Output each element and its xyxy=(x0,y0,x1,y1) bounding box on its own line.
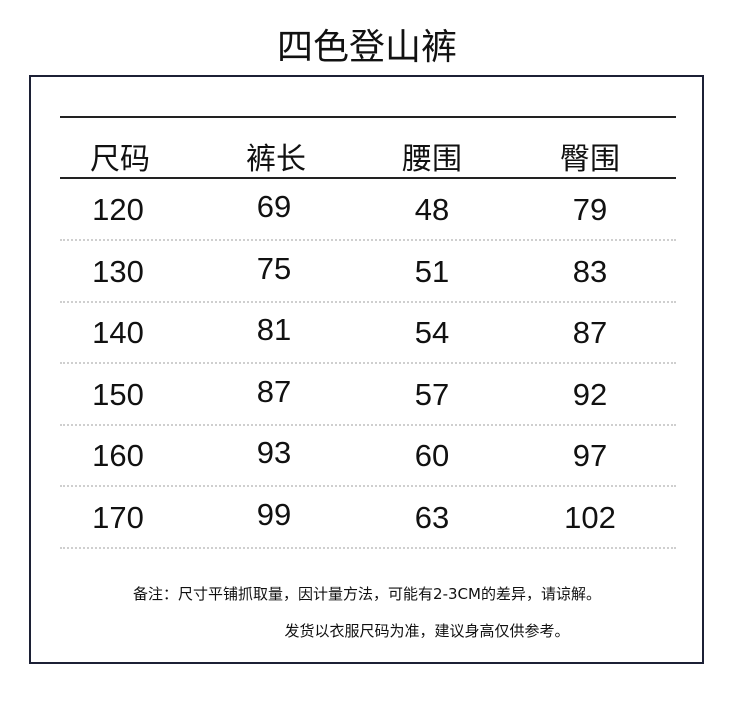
header-top-rule xyxy=(60,116,676,118)
table-row: 130 75 51 83 xyxy=(0,250,734,314)
table-header: 尺码 裤长 腰围 臀围 xyxy=(0,134,734,194)
header-waist: 腰围 xyxy=(402,142,462,177)
table-row: 140 81 54 87 xyxy=(0,312,734,375)
cell-hip: 87 xyxy=(572,315,608,350)
cell-size: 170 xyxy=(92,499,144,535)
cell-length: 99 xyxy=(256,496,292,532)
cell-hip: 97 xyxy=(572,438,608,473)
cell-waist: 54 xyxy=(414,315,450,350)
cell-length: 93 xyxy=(256,435,292,470)
header-bottom-rule xyxy=(60,177,676,179)
cell-size: 140 xyxy=(92,315,144,350)
cell-hip: 83 xyxy=(572,253,608,289)
row-divider xyxy=(60,485,676,487)
cell-hip: 102 xyxy=(564,499,616,535)
row-divider xyxy=(60,239,676,241)
page-title: 四色登山裤 xyxy=(276,27,457,68)
cell-size: 160 xyxy=(92,438,144,473)
header-size: 尺码 xyxy=(90,142,150,177)
cell-waist: 63 xyxy=(414,499,450,535)
cell-length: 81 xyxy=(256,312,292,347)
header-hip: 臀围 xyxy=(560,142,620,177)
table-row: 160 93 60 97 xyxy=(0,435,734,498)
note-line-1: 备注：尺寸平铺抓取量，因计量方法，可能有2-3CM的差异，请谅解。 xyxy=(133,585,601,603)
cell-waist: 48 xyxy=(414,192,450,227)
table-row: 120 69 48 79 xyxy=(0,189,734,252)
note-line-2: 发货以衣服尺码为准，建议身高仅供参考。 xyxy=(284,622,570,640)
row-divider xyxy=(60,300,676,303)
table-row: 150 87 57 92 xyxy=(0,373,734,437)
cell-size: 120 xyxy=(92,192,144,227)
row-divider xyxy=(60,546,676,549)
size-chart-frame xyxy=(29,75,704,664)
cell-length: 87 xyxy=(256,373,292,409)
cell-length: 75 xyxy=(256,250,292,286)
cell-hip: 79 xyxy=(572,192,608,227)
header-length: 裤长 xyxy=(246,142,306,177)
row-divider xyxy=(60,423,676,426)
cell-length: 69 xyxy=(256,189,292,224)
cell-hip: 92 xyxy=(572,376,608,412)
cell-waist: 57 xyxy=(414,376,450,412)
cell-size: 150 xyxy=(92,376,144,412)
cell-size: 130 xyxy=(92,253,144,289)
cell-waist: 60 xyxy=(414,438,450,473)
row-divider xyxy=(60,362,676,364)
cell-waist: 51 xyxy=(414,253,450,289)
table-row: 170 99 63 102 xyxy=(0,496,734,560)
